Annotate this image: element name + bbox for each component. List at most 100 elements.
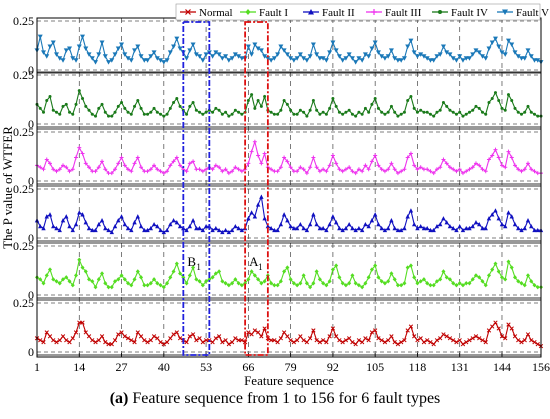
data-point xyxy=(357,110,361,114)
data-point xyxy=(324,169,329,174)
data-point xyxy=(272,338,277,343)
data-point xyxy=(239,56,245,61)
data-point xyxy=(71,112,75,116)
data-point xyxy=(83,330,88,335)
data-point xyxy=(466,56,472,61)
data-point xyxy=(106,227,111,233)
data-point xyxy=(204,167,209,172)
data-point xyxy=(503,165,508,170)
data-point xyxy=(282,98,286,102)
data-point xyxy=(366,338,371,343)
data-point xyxy=(445,104,449,108)
data-point xyxy=(405,44,411,49)
data-point xyxy=(174,155,179,160)
data-point xyxy=(239,338,245,343)
data-point xyxy=(44,214,49,219)
data-point xyxy=(187,161,192,166)
data-point xyxy=(421,340,427,345)
data-point xyxy=(382,227,388,233)
data-point xyxy=(97,106,101,110)
data-point xyxy=(356,167,361,172)
data-point xyxy=(324,340,329,345)
data-point xyxy=(457,167,462,172)
data-point xyxy=(142,112,146,116)
data-point xyxy=(106,284,111,290)
data-point xyxy=(359,227,365,233)
data-point xyxy=(314,269,319,274)
data-point xyxy=(152,163,157,168)
data-point xyxy=(103,281,108,286)
data-point xyxy=(519,340,524,345)
data-point xyxy=(532,112,536,116)
data-point xyxy=(70,336,75,341)
data-point xyxy=(304,58,310,63)
data-point xyxy=(522,338,527,343)
data-point xyxy=(512,50,518,55)
data-point xyxy=(522,56,528,61)
data-point xyxy=(431,58,437,63)
data-point xyxy=(223,338,228,343)
data-point xyxy=(96,165,101,170)
data-point xyxy=(41,50,47,55)
data-point xyxy=(386,167,391,172)
data-point xyxy=(373,97,377,101)
data-point xyxy=(360,340,365,345)
annotation-sublabel-b: 1 xyxy=(196,262,201,272)
data-point xyxy=(41,340,46,345)
data-point xyxy=(470,223,475,229)
data-point xyxy=(155,281,160,286)
data-point xyxy=(291,225,297,231)
data-point xyxy=(412,163,417,168)
data-point xyxy=(366,275,371,280)
data-point xyxy=(128,58,134,63)
data-point xyxy=(113,279,118,284)
data-point xyxy=(96,221,101,227)
data-point xyxy=(252,214,258,219)
data-point xyxy=(499,163,504,168)
data-point xyxy=(145,227,150,233)
data-point xyxy=(246,277,251,282)
data-point xyxy=(327,221,332,227)
data-point xyxy=(259,194,264,199)
data-point xyxy=(96,52,102,57)
data-point xyxy=(516,110,520,114)
data-point xyxy=(379,54,385,59)
data-point xyxy=(282,155,287,160)
data-point xyxy=(262,54,268,59)
data-point xyxy=(395,227,401,233)
data-point xyxy=(158,227,163,233)
data-point xyxy=(191,265,196,270)
data-point xyxy=(470,277,475,282)
data-point xyxy=(509,214,514,219)
data-point xyxy=(171,44,177,49)
data-point xyxy=(386,338,391,343)
data-point xyxy=(227,114,231,118)
data-point xyxy=(181,225,186,231)
data-point xyxy=(321,167,326,172)
data-point xyxy=(161,171,166,176)
data-point xyxy=(132,220,137,225)
data-point xyxy=(269,110,273,114)
data-point xyxy=(535,227,540,233)
data-point xyxy=(298,221,303,227)
data-point xyxy=(434,54,440,59)
data-point xyxy=(464,112,468,116)
data-point xyxy=(256,277,261,282)
data-point xyxy=(438,108,442,112)
data-point xyxy=(229,227,235,233)
data-point xyxy=(96,277,101,282)
data-point xyxy=(415,338,420,343)
data-point xyxy=(408,38,414,44)
data-point xyxy=(484,112,488,116)
data-point xyxy=(519,227,524,233)
data-point xyxy=(93,60,99,65)
data-point xyxy=(334,104,338,108)
data-point xyxy=(38,106,42,110)
data-point xyxy=(308,284,313,290)
data-point xyxy=(428,169,433,174)
data-point xyxy=(219,56,225,61)
data-point xyxy=(405,155,410,160)
data-point xyxy=(135,330,140,335)
data-point xyxy=(109,171,114,176)
data-point xyxy=(158,340,163,345)
